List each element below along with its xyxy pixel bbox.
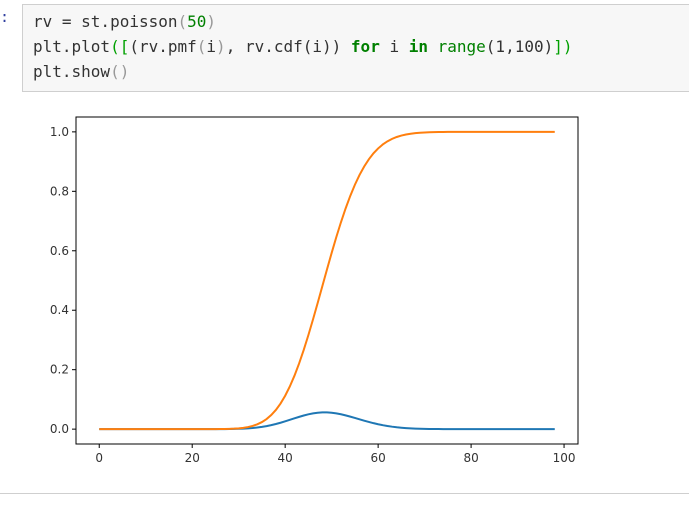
y-tick-label: 0.4 <box>50 303 69 317</box>
y-tick-label: 1.0 <box>50 125 69 139</box>
cell-prompt: : <box>0 8 10 26</box>
code-token: 50 <box>187 12 207 31</box>
code-token: plt.plot <box>33 37 111 56</box>
x-tick-label: 0 <box>95 451 103 465</box>
code-token: plt.show <box>33 62 111 81</box>
x-tick-label: 20 <box>185 451 200 465</box>
code-token: ([ <box>110 37 130 56</box>
line-chart: 0 20 40 60 80 100 0.0 0.2 0.4 0.6 0.8 1.0 <box>50 116 579 465</box>
series-line-cdf <box>99 130 555 431</box>
code-token: in <box>408 37 428 56</box>
y-tick-label: 0.6 <box>50 244 69 258</box>
code-token: rv = st.poisson <box>33 12 178 31</box>
y-tick-label: 0.0 <box>50 422 69 436</box>
code-token: i <box>206 37 217 56</box>
code-token: range <box>428 37 486 56</box>
plot-frame <box>75 116 579 445</box>
code-token: ) <box>206 12 217 31</box>
y-tick-label: 0.8 <box>50 184 69 198</box>
code-token: ]) <box>553 37 573 56</box>
code-line-2: plt.plot([(rv.pmf(i), rv.cdf(i)) for i i… <box>33 34 679 59</box>
code-token: for <box>350 37 380 56</box>
code-cell[interactable]: rv = st.poisson(50) plt.plot([(rv.pmf(i)… <box>22 4 689 92</box>
x-tick-label: 80 <box>463 451 478 465</box>
x-tick-label: 40 <box>278 451 293 465</box>
code-line-1: rv = st.poisson(50) <box>33 9 679 34</box>
code-token: (rv.pmf <box>129 37 197 56</box>
cell-output: 0 20 40 60 80 100 0.0 0.2 0.4 0.6 0.8 1.0 <box>22 100 689 480</box>
x-tick-label: 100 <box>553 451 576 465</box>
code-token: ( <box>177 12 188 31</box>
code-token: (1,100) <box>485 37 554 56</box>
cell-separator <box>0 493 689 494</box>
code-token: ) <box>216 37 226 56</box>
code-token: () <box>110 62 130 81</box>
code-token: i <box>379 37 409 56</box>
code-token: , rv.cdf(i)) <box>225 37 351 56</box>
code-line-3: plt.show() <box>33 59 679 84</box>
y-tick-label: 0.2 <box>50 363 69 377</box>
x-tick-label: 60 <box>370 451 385 465</box>
code-token: ( <box>196 37 207 56</box>
